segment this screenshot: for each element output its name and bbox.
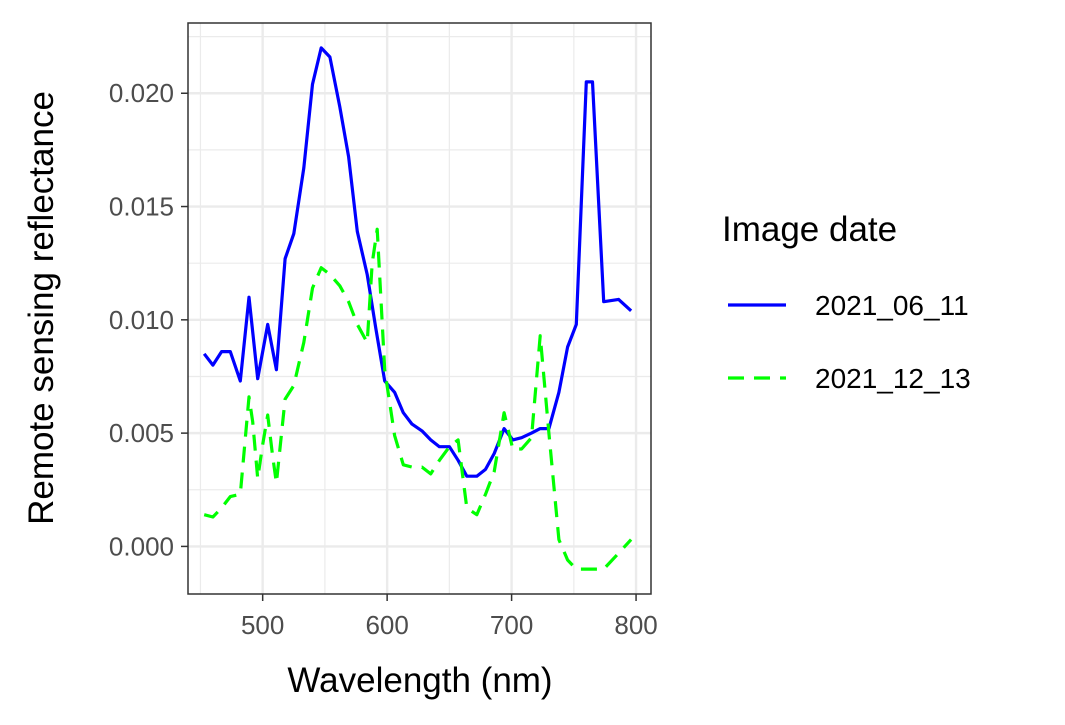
y-tick-label: 0.005 <box>109 418 174 448</box>
legend-title: Image date <box>722 210 897 249</box>
x-tick-label: 700 <box>490 610 533 640</box>
x-tick-label: 500 <box>241 610 284 640</box>
y-axis: 0.000 0.005 0.010 0.015 0.020 <box>109 78 188 561</box>
panel-background <box>188 23 651 594</box>
plot-panel <box>187 22 652 595</box>
legend-label-2021_06_11: 2021_06_11 <box>815 290 969 321</box>
y-tick-label: 0.000 <box>109 531 174 561</box>
y-tick-label: 0.015 <box>109 192 174 222</box>
y-axis-title: Remote sensing reflectance <box>22 91 61 525</box>
series-lines <box>202 46 633 571</box>
major-grid <box>188 23 651 594</box>
panel-border <box>187 22 652 595</box>
x-tick-label: 800 <box>614 610 657 640</box>
x-tick-label: 600 <box>365 610 408 640</box>
legend-items: 2021_06_11 2021_12_13 <box>728 290 971 394</box>
legend: Image date 2021_06_11 2021_12_13 <box>722 210 971 394</box>
series-line-2021_06_11 <box>202 46 633 478</box>
minor-grid <box>188 23 651 594</box>
x-axis: 500 600 700 800 <box>241 594 658 640</box>
x-axis-title: Wavelength (nm) <box>287 661 552 700</box>
legend-label-2021_12_13: 2021_12_13 <box>815 363 971 394</box>
y-tick-label: 0.010 <box>109 305 174 335</box>
series-line-2021_12_13 <box>203 227 633 571</box>
y-tick-label: 0.020 <box>109 78 174 108</box>
